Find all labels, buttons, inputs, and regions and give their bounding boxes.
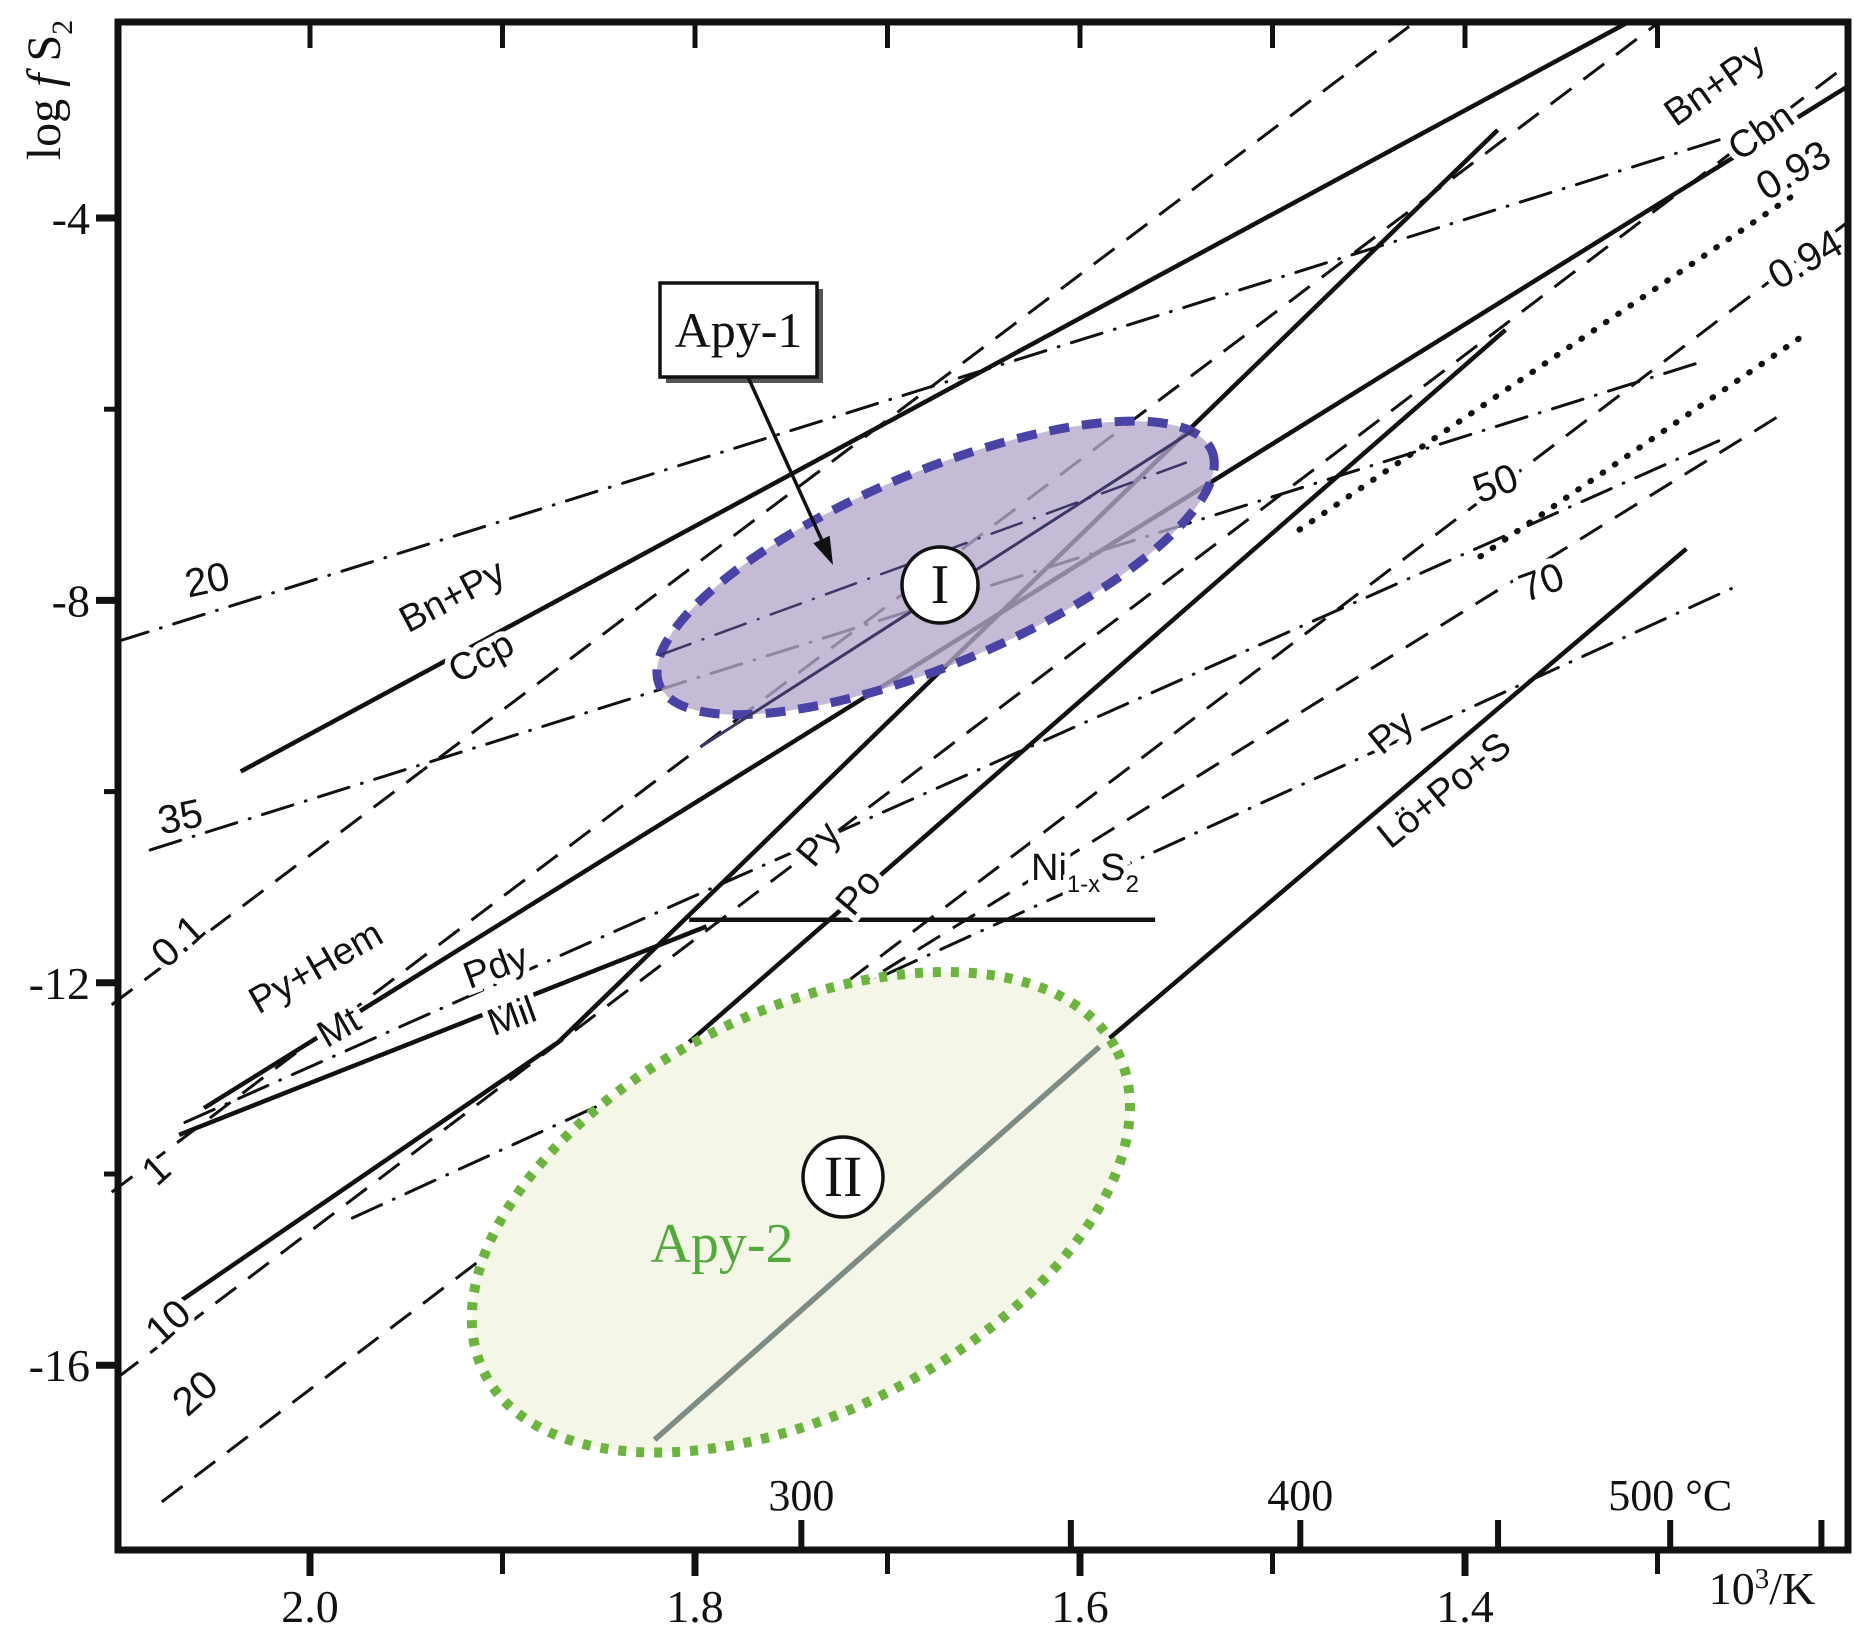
- svg-text:Apy-1: Apy-1: [675, 302, 803, 358]
- svg-text:1.4: 1.4: [1436, 1581, 1494, 1632]
- roman-i: I: [931, 554, 950, 616]
- celsius-label-300: 300: [768, 1471, 834, 1520]
- apy1-box-label: Apy-1: [675, 302, 803, 358]
- svg-text:103/K: 103/K: [1709, 1563, 1816, 1614]
- label-iso-20: 20: [175, 548, 240, 612]
- svg-text:20: 20: [181, 554, 234, 606]
- isopleth-70: [350, 586, 1735, 1220]
- label-py-po-py: Py: [782, 808, 855, 881]
- apy1-arrow-line: [746, 376, 824, 541]
- celsius-label-500: 500 °C: [1608, 1471, 1732, 1520]
- label-mt: Mt: [304, 993, 374, 1063]
- x-tick-label-1.4: 1.4: [1436, 1581, 1494, 1632]
- svg-text:II: II: [824, 1144, 863, 1209]
- y-axis-title: log f S2: [18, 20, 79, 160]
- svg-text:log f S2: log f S2: [18, 20, 79, 160]
- x-tick-label-1.6: 1.6: [1051, 1581, 1109, 1632]
- roman-i-circle: [900, 545, 980, 625]
- svg-text:20: 20: [164, 1362, 227, 1424]
- y-tick-label--8: -8: [52, 575, 90, 626]
- celsius-label-400: 400: [1267, 1471, 1333, 1520]
- svg-text:Mt: Mt: [310, 999, 368, 1057]
- y-tick-label--12: -12: [29, 958, 90, 1009]
- svg-text:400: 400: [1267, 1471, 1333, 1520]
- svg-text:0.94: 0.94: [1761, 221, 1850, 298]
- isopleth-50: [183, 438, 1723, 1124]
- label-dash-1: 1: [127, 1141, 185, 1201]
- label-iso-35: 35: [148, 785, 213, 849]
- label-dot-0.94: 0.94: [1755, 215, 1856, 304]
- apy2-ellipse: [466, 966, 1135, 1458]
- label-dash-20: 20: [158, 1356, 233, 1430]
- dotted-0.93: [1296, 193, 1796, 533]
- svg-text:2.0: 2.0: [281, 1581, 339, 1632]
- bnpy-ccp-boundary: [239, 20, 1630, 774]
- svg-text:1.6: 1.6: [1051, 1581, 1109, 1632]
- py-lo-po-s-metastable: [652, 1044, 1102, 1442]
- svg-text:300: 300: [768, 1471, 834, 1520]
- py-lo-po-s-boundary: [1097, 547, 1688, 1049]
- svg-text:I: I: [931, 554, 950, 616]
- y-tick-label--4: -4: [52, 193, 90, 244]
- dashed-0.1: [110, 20, 1416, 1006]
- svg-text:-8: -8: [52, 575, 90, 626]
- isopleth-35: [148, 360, 1702, 852]
- dashed-20: [160, 220, 1850, 1504]
- label-iso-70: 70: [1507, 549, 1576, 618]
- apy2-label: Apy-2: [650, 1213, 793, 1275]
- dashed-1: [110, 20, 1661, 1194]
- plot-border: [114, 18, 1852, 1554]
- svg-text:35: 35: [154, 791, 207, 843]
- svg-text:0.1: 0.1: [143, 906, 214, 976]
- x-tick-label-1.8: 1.8: [666, 1581, 724, 1632]
- roman-ii-circle: [801, 1135, 885, 1219]
- x-tick-label-2: 2.0: [281, 1581, 339, 1632]
- dotted-0.94: [1477, 333, 1805, 560]
- svg-text:1: 1: [133, 1147, 179, 1195]
- svg-text:Apy-2: Apy-2: [650, 1213, 793, 1275]
- svg-text:-16: -16: [29, 1340, 90, 1391]
- x-axis-title: 103/K: [1709, 1563, 1816, 1614]
- svg-text:Py: Py: [788, 814, 849, 875]
- apy1-arrow-head: [813, 535, 833, 565]
- roman-ii: II: [824, 1144, 863, 1209]
- py-po-upper-boundary: [687, 328, 1507, 1044]
- svg-text:Ni1-xS2: Ni1-xS2: [1031, 847, 1139, 898]
- label-dash-10: 10: [131, 1285, 206, 1359]
- label-dash-0.1: 0.1: [137, 900, 220, 982]
- apy1-box: [658, 281, 819, 379]
- pdy-mil-boundary: [178, 924, 708, 1137]
- dashed-10: [116, 62, 1850, 1379]
- y-tick-label--16: -16: [29, 1340, 90, 1391]
- svg-text:70: 70: [1513, 555, 1570, 612]
- svg-text:10: 10: [137, 1291, 200, 1353]
- label-ni: Ni1-xS2: [1025, 841, 1145, 904]
- label-ccp: Ccp: [436, 617, 527, 698]
- svg-text:Ccp: Ccp: [442, 623, 521, 692]
- svg-text:-4: -4: [52, 193, 90, 244]
- svg-text:-12: -12: [29, 958, 90, 1009]
- svg-text:1.8: 1.8: [666, 1581, 724, 1632]
- svg-text:500 °C: 500 °C: [1608, 1471, 1732, 1520]
